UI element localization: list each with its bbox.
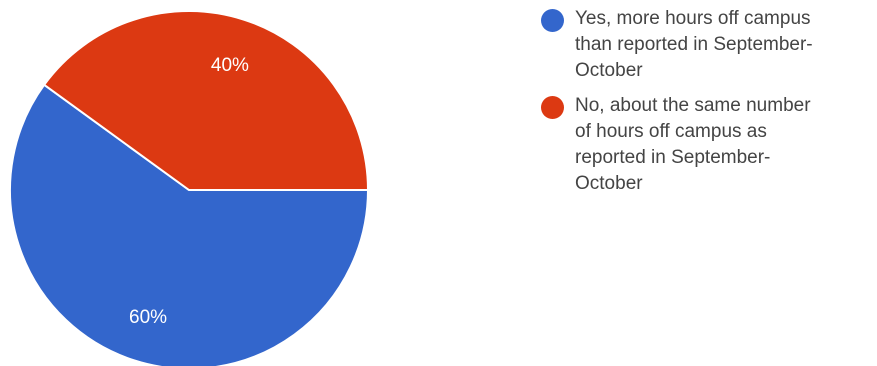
- pie-label-yes: 60%: [129, 307, 167, 328]
- legend-item-yes[interactable]: Yes, more hours off campus than reported…: [541, 6, 877, 84]
- legend-label-no-line-1: No, about the same number: [575, 95, 811, 116]
- legend: Yes, more hours off campus than reported…: [541, 6, 877, 206]
- pie-slice-no[interactable]: [42, 10, 370, 191]
- pie-label-no: 40%: [211, 55, 249, 76]
- legend-label-yes-line-2: than reported in September-: [575, 34, 813, 55]
- legend-label-no-line-2: of hours off campus as: [575, 121, 767, 142]
- legend-label-no-line-3: reported in September-: [575, 147, 771, 168]
- legend-label-yes-line-3: October: [575, 60, 643, 81]
- legend-label-yes-line-1: Yes, more hours off campus: [575, 8, 811, 29]
- legend-swatch-no: [541, 96, 564, 119]
- legend-label-yes: Yes, more hours off campus than reported…: [575, 6, 877, 84]
- legend-item-no[interactable]: No, about the same number of hours off c…: [541, 93, 877, 197]
- pie-slice-yes[interactable]: [9, 83, 370, 366]
- legend-label-no-line-4: October: [575, 173, 643, 194]
- legend-swatch-yes: [541, 9, 564, 32]
- legend-label-no: No, about the same number of hours off c…: [575, 93, 877, 197]
